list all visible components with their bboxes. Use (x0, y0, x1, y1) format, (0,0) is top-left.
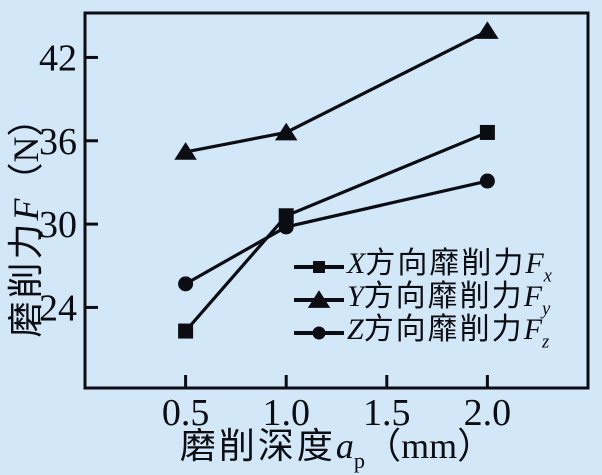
triangle-marker (174, 142, 197, 160)
legend-item-label: X方向靡削力Fx (347, 246, 552, 286)
x-axis-label-text: 磨削深度 (179, 426, 336, 466)
legend-triangle-marker-icon (307, 289, 331, 308)
circle-marker (278, 219, 294, 235)
legend-square-icon (294, 260, 344, 273)
y-tick-label: 36 (39, 121, 77, 163)
circle-marker (479, 173, 495, 189)
legend-triangle-icon (294, 289, 344, 308)
triangle-marker (274, 122, 298, 141)
circle-marker (178, 276, 194, 292)
x-tick-label: 1.0 (262, 392, 310, 434)
legend-square-marker-icon (313, 260, 325, 273)
legend-circle-marker-icon (312, 326, 326, 339)
x-axis-label-symbol: a (335, 426, 354, 466)
y-tick-label: 30 (39, 204, 77, 246)
square-marker (278, 208, 294, 224)
x-tick-label: 2.0 (464, 392, 512, 434)
square-marker (479, 124, 495, 140)
y-axis-label-text: 磨削力 (6, 220, 46, 338)
x-tick-label: 0.5 (162, 392, 210, 434)
x-axis-label: 磨削深度ap（mm） (85, 426, 588, 474)
y-tick-label: 42 (39, 37, 77, 79)
legend-item-label: Z方向靡削力Fz (347, 312, 550, 352)
legend: X方向靡削力Fx Y方向靡削力Fy Z方向靡削力Fz (294, 247, 552, 352)
triangle-marker (476, 21, 499, 39)
x-axis-label-unit: （mm） (365, 426, 494, 466)
y-axis-label: 磨削力F（N） (6, 59, 53, 379)
square-marker (178, 323, 194, 339)
x-tick-label: 1.5 (363, 392, 411, 434)
legend-item-label: Y方向靡削力Fy (347, 279, 551, 319)
series-line-triangle (185, 29, 489, 154)
legend-item: Y方向靡削力Fy (294, 280, 552, 319)
plot-border (83, 11, 590, 390)
legend-item: Z方向靡削力Fz (294, 313, 552, 352)
y-axis-label-symbol: F (6, 198, 46, 221)
y-tick-label: 24 (39, 287, 77, 329)
legend-circle-icon (294, 326, 344, 339)
x-axis-label-subscript: p (353, 448, 366, 474)
legend-item: X方向靡削力Fx (294, 247, 552, 286)
y-axis-label-unit: （N） (6, 100, 46, 199)
